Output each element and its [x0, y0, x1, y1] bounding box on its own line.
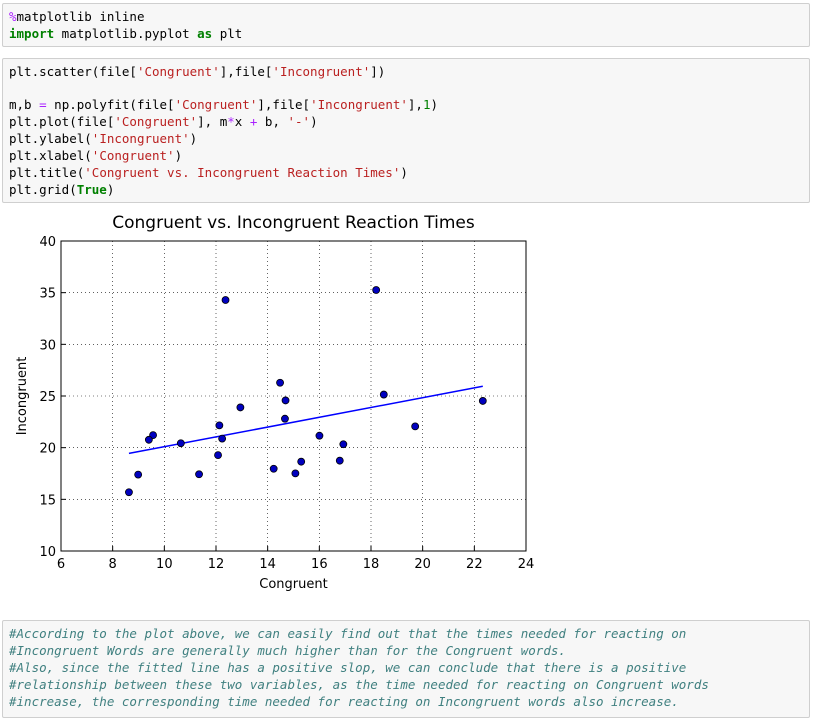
point	[339, 440, 348, 449]
x-tick-label: 22	[466, 557, 483, 572]
point	[214, 451, 222, 460]
x-tick-label: 8	[109, 557, 117, 572]
x-tick-label: 18	[363, 557, 380, 572]
point	[379, 390, 388, 399]
code-line: %matplotlib inline	[9, 9, 145, 24]
point	[176, 439, 185, 448]
code-line: #Also, since the fitted line has a posit…	[9, 660, 687, 675]
x-tick-label: 14	[259, 557, 276, 572]
code-line: plt.xlabel('Congruent')	[9, 148, 183, 163]
code-line: m,b = np.polyfit(file['Congruent'],file[…	[9, 97, 439, 112]
x-tick-label: 12	[208, 557, 225, 572]
y-tick-label: 25	[39, 390, 56, 405]
point	[411, 422, 420, 431]
point	[291, 469, 300, 478]
y-axis-label: Incongruent	[15, 357, 30, 436]
y-tick-label: 40	[39, 235, 56, 250]
x-tick-label: 24	[518, 557, 535, 572]
point	[218, 434, 227, 443]
point	[195, 470, 203, 479]
x-axis-label: Congruent	[259, 577, 327, 592]
point	[144, 435, 153, 444]
chart: Congruent vs. Incongruent Reaction Times…	[15, 213, 535, 592]
code-line: #According to the plot above, we can eas…	[9, 626, 687, 641]
code-line: plt.grid(True)	[9, 182, 115, 197]
fit-line	[128, 385, 483, 455]
code-line: #increase, the corresponding time needed…	[9, 694, 679, 709]
point	[276, 378, 284, 387]
y-tick-label: 30	[39, 338, 56, 353]
point	[269, 464, 278, 473]
code-line: plt.ylabel('Incongruent')	[9, 131, 198, 146]
y-tick-label: 35	[39, 287, 56, 302]
x-tick-label: 16	[311, 557, 328, 572]
point	[281, 414, 289, 423]
code-line: plt.title('Congruent vs. Incongruent Rea…	[9, 165, 408, 180]
point	[297, 457, 306, 466]
code-line: plt.plot(file['Congruent'], m*x + b, '-'…	[9, 114, 318, 129]
y-tick-label: 15	[39, 493, 56, 508]
y-tick-label: 10	[39, 545, 56, 560]
point	[335, 456, 344, 465]
comment-cell[interactable]: #According to the plot above, we can eas…	[2, 620, 810, 718]
code-line: #relationship between these two variable…	[9, 677, 709, 692]
point	[372, 286, 381, 294]
y-tick-label: 20	[39, 442, 56, 457]
point	[125, 488, 133, 497]
x-tick-label: 20	[414, 557, 431, 572]
chart-title: Congruent vs. Incongruent Reaction Times	[112, 213, 475, 233]
point	[281, 396, 290, 405]
point	[478, 397, 487, 405]
code-line: #Incongruent Words are generally much hi…	[9, 643, 566, 658]
plot-frame	[60, 240, 527, 552]
point	[236, 403, 245, 412]
code-cell[interactable]: plt.scatter(file['Congruent'],file['Inco…	[2, 58, 810, 203]
code-line: plt.scatter(file['Congruent'],file['Inco…	[9, 64, 386, 79]
code-cell[interactable]: %matplotlib inline import matplotlib.pypl…	[2, 3, 810, 47]
code-line: import matplotlib.pyplot as plt	[9, 26, 243, 41]
point	[221, 296, 230, 304]
x-tick-label: 6	[57, 557, 65, 572]
point	[315, 431, 324, 440]
point	[215, 421, 224, 430]
point	[134, 470, 143, 479]
x-tick-label: 10	[156, 557, 173, 572]
